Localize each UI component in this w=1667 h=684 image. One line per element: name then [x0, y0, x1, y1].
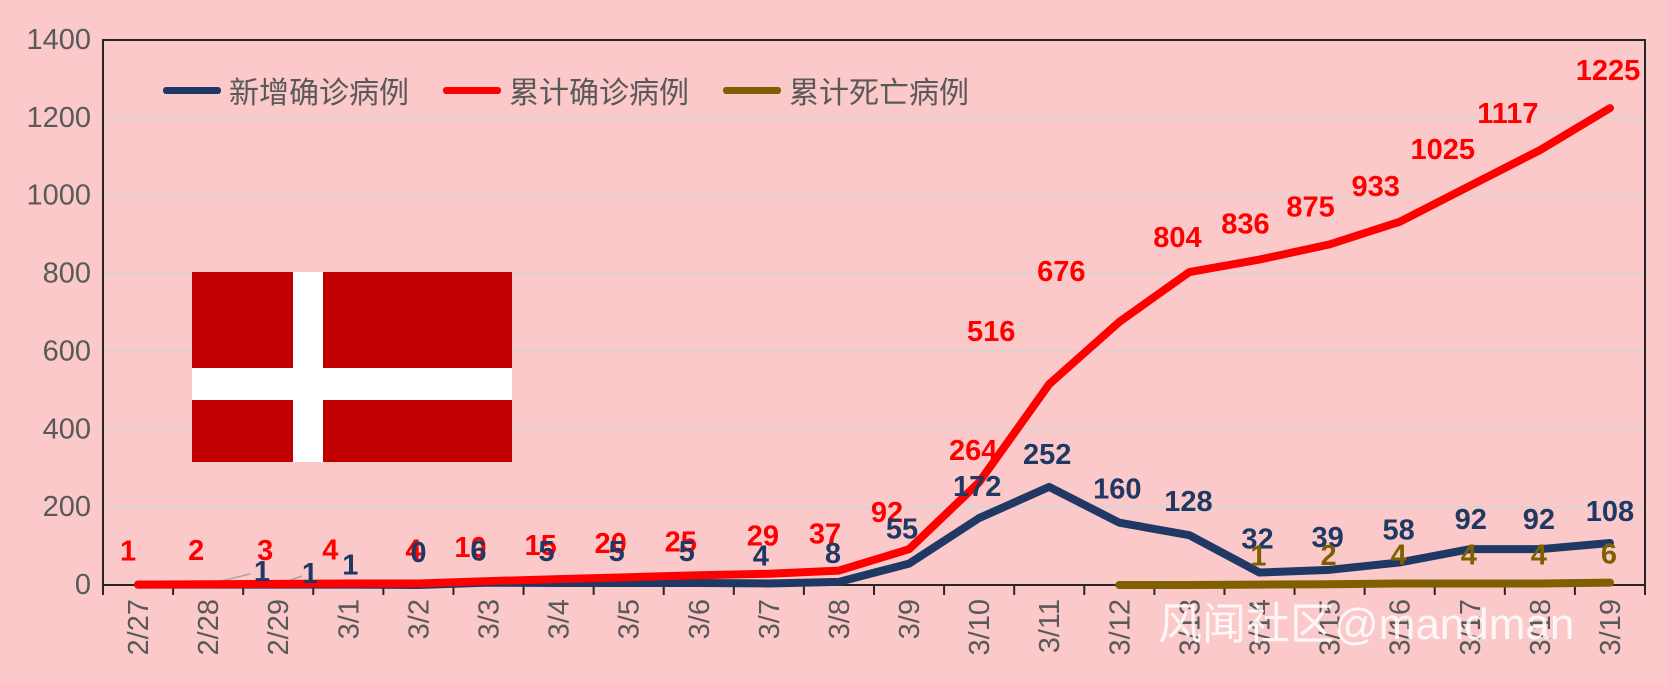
data-label: 4 — [1391, 539, 1407, 571]
legend-swatch-deaths — [723, 86, 781, 94]
x-axis-label: 3/16 — [1385, 599, 1417, 655]
data-label: 6 — [1601, 539, 1617, 571]
data-label: 15 — [524, 530, 556, 562]
y-axis-label: 1400 — [26, 24, 91, 56]
legend-item-deaths: 累计死亡病例 — [723, 68, 969, 112]
series-line-cumulative-deaths — [1115, 578, 1614, 589]
data-label: 128 — [1164, 486, 1212, 518]
data-label: 1 — [302, 558, 318, 590]
x-axis-label: 3/11 — [1034, 599, 1066, 653]
legend-swatch-cumulative-cases — [443, 86, 501, 94]
legend-label-deaths: 累计死亡病例 — [789, 77, 969, 110]
x-axis-label: 3/17 — [1455, 599, 1487, 655]
x-axis-label: 3/4 — [544, 599, 576, 639]
data-label: 37 — [809, 519, 841, 551]
data-label: 1117 — [1477, 98, 1538, 130]
data-label: 0 — [410, 537, 426, 569]
data-label: 32 — [1241, 524, 1273, 556]
x-axis-label: 2/27 — [123, 599, 155, 655]
legend-label-new-cases: 新增确诊病例 — [229, 77, 409, 110]
data-label: 172 — [953, 471, 1001, 503]
data-label: 804 — [1153, 222, 1201, 254]
data-label: 29 — [747, 521, 779, 553]
flag-cross-horizontal — [192, 368, 512, 400]
data-label: 1025 — [1411, 134, 1476, 166]
x-axis-label: 3/19 — [1595, 599, 1627, 655]
y-axis-label: 0 — [75, 569, 91, 601]
data-label: 108 — [1586, 496, 1634, 528]
y-axis-label: 600 — [43, 335, 91, 367]
legend-item-new-cases: 新增确诊病例 — [163, 68, 409, 112]
data-label: 4 — [753, 540, 769, 572]
data-label: 2 — [188, 535, 204, 567]
data-label: 39 — [1311, 522, 1343, 554]
y-axis-label: 200 — [43, 491, 91, 523]
x-axis-label: 3/5 — [614, 599, 646, 639]
x-axis-label: 3/15 — [1315, 599, 1347, 655]
legend-item-cumulative-cases: 累计确诊病例 — [443, 68, 689, 112]
x-axis-label: 3/1 — [333, 599, 365, 639]
y-axis-label: 400 — [43, 413, 91, 445]
data-label: 20 — [595, 528, 627, 560]
data-label: 2 — [1321, 540, 1337, 572]
data-label: 933 — [1351, 171, 1399, 203]
x-axis-label: 3/7 — [754, 599, 786, 639]
data-label: 92 — [871, 497, 903, 529]
series-line-cumulative-cases — [134, 104, 1614, 589]
x-axis-label: 3/10 — [964, 599, 996, 655]
y-axis-label: 1000 — [26, 180, 91, 212]
data-label: 92 — [1523, 504, 1555, 536]
x-axis-label: 3/13 — [1174, 599, 1206, 655]
data-label: 264 — [949, 435, 997, 467]
x-axis-label: 3/14 — [1245, 599, 1277, 655]
data-label: 4 — [322, 534, 338, 566]
x-axis-label: 3/18 — [1525, 599, 1557, 655]
legend-label-cumulative-cases: 累计确诊病例 — [509, 77, 689, 110]
watermark: 风闻社区@mandman — [1158, 600, 1575, 649]
data-label: 4 — [1531, 539, 1547, 571]
data-label: 58 — [1383, 514, 1415, 546]
data-label: 25 — [665, 526, 697, 558]
data-label: 836 — [1221, 209, 1269, 241]
x-axis-label: 3/3 — [474, 599, 506, 639]
x-axis-label: 2/28 — [193, 599, 225, 655]
data-label: 4 — [405, 534, 421, 566]
data-label: 1225 — [1576, 55, 1641, 87]
data-label: 252 — [1023, 439, 1071, 471]
legend-swatch-new-cases — [163, 86, 221, 94]
x-axis-label: 3/2 — [403, 599, 435, 639]
flag-cross-vertical — [293, 272, 323, 462]
y-axis-label: 1200 — [26, 102, 91, 134]
data-label: 1 — [254, 556, 270, 588]
data-label: 5 — [539, 536, 555, 568]
data-label: 516 — [967, 316, 1015, 348]
data-label: 10 — [454, 532, 486, 564]
data-label: 1 — [342, 550, 358, 582]
x-axis-label: 3/6 — [684, 599, 716, 639]
y-axis-label: 800 — [43, 258, 91, 290]
x-axis-label: 3/9 — [894, 599, 926, 639]
data-label: 55 — [886, 514, 918, 546]
x-axis-label: 3/8 — [824, 599, 856, 639]
data-label: 875 — [1286, 191, 1334, 223]
chart-legend: 新增确诊病例 累计确诊病例 累计死亡病例 — [163, 68, 969, 112]
data-label: 5 — [609, 536, 625, 568]
data-label: 1 — [1250, 541, 1266, 573]
data-label: 676 — [1037, 256, 1085, 288]
data-label: 160 — [1093, 474, 1141, 506]
data-label: 5 — [679, 536, 695, 568]
x-axis-label: 3/12 — [1104, 599, 1136, 655]
data-label: 8 — [825, 538, 841, 570]
data-label: 1 — [120, 536, 136, 568]
x-axis-label: 2/29 — [263, 599, 295, 655]
data-label: 6 — [470, 536, 486, 568]
data-label: 4 — [1461, 539, 1477, 571]
data-label: 92 — [1455, 504, 1487, 536]
denmark-flag — [192, 272, 512, 462]
data-label: 3 — [257, 535, 273, 567]
